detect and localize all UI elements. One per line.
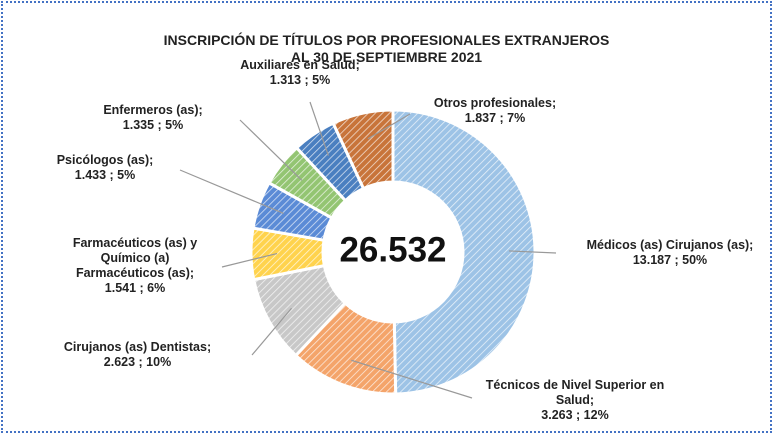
value-label: 1.433 ; 5% (74, 168, 136, 182)
leader-line (309, 101, 329, 156)
category-label: Técnicos de Nivel Superior en Salud; (485, 378, 665, 407)
slice-label: Médicos (as) Cirujanos (as); 13.187 ; 50% (570, 238, 770, 268)
leader-line (221, 252, 278, 268)
leader-line (179, 169, 284, 214)
donut-slice (391, 108, 537, 396)
value-label: 3.263 ; 12% (541, 408, 609, 422)
center-label: 26.532 (339, 230, 446, 269)
slice-label: Auxiliares en Salud; 1.313 ; 5% (225, 58, 375, 88)
category-label: Psicólogos (as); (56, 153, 154, 167)
value-label: 1.313 ; 5% (269, 73, 331, 87)
chart-title: AL 30 DE SEPTIEMBRE 2021 (290, 49, 483, 65)
value-label: 2.623 ; 10% (103, 355, 172, 369)
value-label: 1.837 ; 7% (464, 111, 526, 125)
category-label: Enfermeros (as); (103, 103, 203, 117)
leader-line (251, 307, 293, 356)
donut-slice (331, 108, 395, 191)
slice-label: Farmacéuticos (as) y Químico (a) Farmacé… (60, 236, 210, 296)
slice-label: Enfermeros (as); 1.335 ; 5% (88, 103, 218, 133)
leader-line (367, 113, 411, 140)
slice-label: Otros profesionales; 1.837 ; 7% (410, 96, 580, 126)
category-label: Médicos (as) Cirujanos (as); (586, 238, 754, 252)
leader-line (239, 119, 303, 181)
category-label: Farmacéuticos (as) y Químico (a) Farmacé… (72, 236, 198, 280)
slice-label: Psicólogos (as); 1.433 ; 5% (45, 153, 165, 183)
category-label: Cirujanos (as) Dentistas; (63, 340, 212, 354)
leader-line (508, 250, 557, 254)
chart-title: INSCRIPCIÓN DE TÍTULOS POR PROFESIONALES… (163, 32, 610, 48)
category-label: Otros profesionales; (433, 96, 557, 110)
category-label: Auxiliares en Salud; (240, 58, 360, 72)
value-label: 1.541 ; 6% (104, 281, 166, 295)
value-label: 13.187 ; 50% (632, 253, 708, 267)
value-label: 1.335 ; 5% (122, 118, 184, 132)
slice-label: Cirujanos (as) Dentistas; 2.623 ; 10% (30, 340, 245, 370)
leader-line (351, 359, 473, 399)
slice-label: Técnicos de Nivel Superior en Salud; 3.26… (480, 378, 670, 423)
